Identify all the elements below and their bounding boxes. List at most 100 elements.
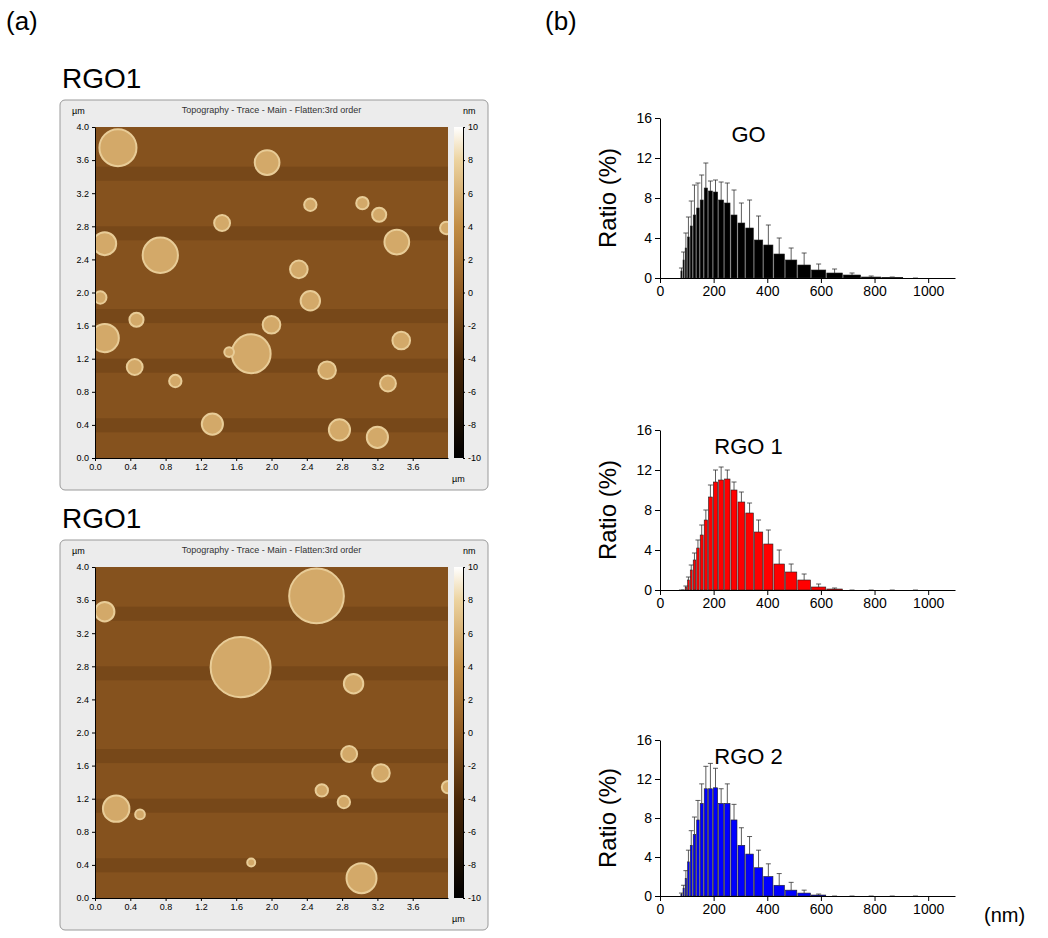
tick-mark — [201, 458, 202, 461]
tick-label: 200 — [702, 901, 726, 917]
particle — [338, 796, 350, 808]
tick: 800 — [863, 896, 887, 917]
tick-mark — [377, 898, 378, 901]
tick-mark — [463, 666, 465, 667]
error-cap — [850, 273, 855, 274]
tick-label: 0 — [644, 888, 652, 904]
bar — [904, 896, 927, 897]
error-stem — [697, 183, 698, 208]
bar — [882, 896, 903, 897]
tick: -6 — [463, 387, 476, 397]
tick-label: 0.8 — [76, 387, 89, 397]
error-cap — [725, 783, 730, 784]
tick-label: 8 — [644, 502, 652, 518]
bar — [754, 532, 762, 590]
error-cap — [689, 565, 694, 566]
tick-mark — [655, 470, 660, 471]
error-stem — [688, 577, 689, 580]
error-stem — [683, 885, 684, 888]
error-bar — [756, 850, 761, 868]
error-bar — [695, 183, 700, 208]
error-bar — [913, 896, 918, 897]
error-cap — [816, 894, 821, 895]
error-cap — [747, 200, 752, 201]
tick: 0.0 — [89, 458, 102, 472]
bar — [764, 544, 773, 590]
tick: 12 — [636, 462, 660, 478]
error-stem — [691, 201, 692, 226]
axis: 02004006008001000 — [657, 278, 956, 299]
tick-mark — [92, 326, 95, 327]
tick: 8 — [644, 190, 660, 206]
panel-title: RGO1 — [62, 63, 141, 94]
particle — [95, 232, 116, 255]
bar — [709, 191, 713, 278]
tick: 4.0 — [76, 562, 95, 572]
histogram-panel: 020040060080010000481216RGO 2Ratio (%)(n… — [594, 732, 1025, 926]
tick-label: 0 — [657, 901, 665, 917]
error-bar — [802, 890, 807, 893]
error-bar — [686, 850, 691, 862]
background — [95, 127, 448, 458]
error-stem — [705, 766, 706, 788]
tick-label: 4 — [468, 222, 473, 232]
axis-title: µm — [452, 914, 465, 924]
error-bar — [679, 893, 684, 895]
tick-label: 3.2 — [76, 189, 89, 199]
tick-label: 1000 — [913, 901, 944, 917]
tick: 1000 — [913, 278, 944, 299]
tick-label: 0.0 — [89, 462, 102, 472]
bar — [700, 200, 703, 278]
error-stem — [768, 530, 769, 544]
error-cap — [747, 836, 752, 837]
bar — [690, 226, 692, 278]
error-bar — [739, 203, 744, 223]
tick-label: 600 — [810, 595, 834, 611]
error-bar — [713, 180, 718, 192]
error-bar — [913, 278, 918, 279]
bar — [827, 896, 843, 897]
axis-line — [660, 431, 661, 591]
error-stem — [721, 789, 722, 804]
tick-label: 2.8 — [76, 662, 89, 672]
bar — [697, 548, 699, 590]
error-bar — [869, 590, 874, 591]
error-stem — [710, 485, 711, 497]
error-bar — [766, 864, 771, 877]
tick: 2 — [463, 695, 473, 705]
tick-mark — [655, 857, 660, 858]
tick: 16 — [636, 110, 660, 126]
tick: -8 — [463, 860, 476, 870]
error-bar — [816, 894, 821, 896]
error-stem — [701, 525, 702, 535]
error-cap — [719, 467, 724, 468]
error-bar — [683, 233, 688, 248]
bar — [731, 490, 737, 590]
scan-streak — [95, 359, 448, 373]
tick-label: 6 — [468, 629, 473, 639]
tick: 2.4 — [76, 695, 95, 705]
bar — [785, 890, 796, 896]
error-stem — [749, 503, 750, 513]
tick-mark — [92, 699, 95, 700]
error-bar — [708, 181, 713, 191]
plot-area — [679, 763, 918, 896]
error-bar — [713, 470, 718, 482]
error-stem — [741, 203, 742, 223]
bar — [725, 203, 730, 278]
error-cap — [713, 470, 718, 471]
bar — [774, 564, 785, 590]
error-cap — [816, 584, 821, 585]
bar — [827, 589, 843, 590]
error-stem — [741, 828, 742, 846]
bar — [688, 580, 690, 590]
particle — [356, 197, 368, 209]
error-cap — [850, 896, 855, 897]
error-cap — [699, 783, 704, 784]
error-bar — [869, 896, 874, 897]
bar — [688, 237, 690, 278]
error-bar — [689, 565, 694, 570]
tick-mark — [92, 633, 95, 634]
bar — [697, 820, 699, 896]
error-stem — [734, 482, 735, 490]
